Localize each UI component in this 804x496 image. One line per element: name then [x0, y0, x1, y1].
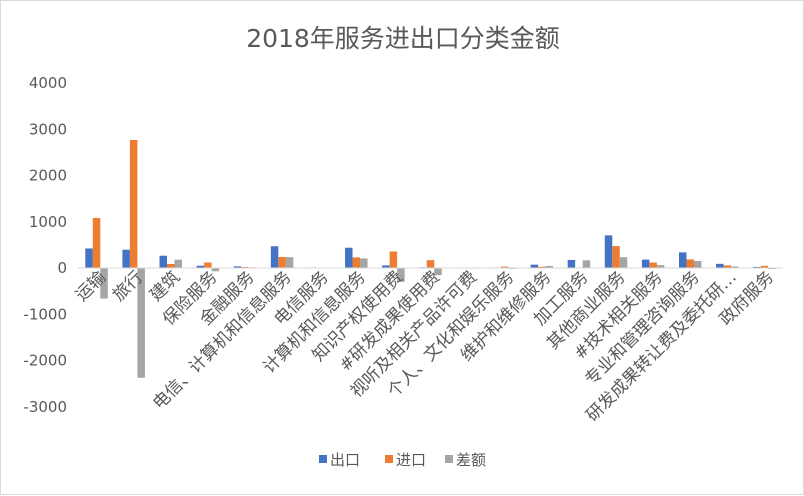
bar-出口-电信、计算机和信息服务 [271, 246, 279, 268]
y-tick-label: -3000 [23, 398, 67, 416]
bar-出口-旅行 [122, 250, 130, 268]
bar-进口-电信、计算机和信息服务 [278, 257, 286, 268]
bar-进口-运输 [93, 218, 101, 268]
legend: 出口 进口 差额 [319, 451, 486, 469]
y-tick-label: 2000 [29, 167, 67, 185]
legend-label: 进口 [396, 451, 426, 469]
y-tick-label: 0 [57, 259, 67, 277]
chart-title: 2018年服务进出口分类金额 [246, 24, 560, 53]
x-axis: 运输旅行建筑保险服务金融服务电信、计算机和信息服务电信服务计算机和信息服务知识产… [72, 267, 778, 426]
bar-差额-电信、计算机和信息服务 [286, 257, 294, 268]
bar-出口-研发成果转让费及委托研… [716, 264, 724, 268]
bar-进口-专业和管理咨询服务 [686, 259, 694, 268]
bar-出口-专业和管理咨询服务 [679, 252, 687, 268]
bar-进口-旅行 [130, 140, 138, 268]
y-tick-label: 1000 [29, 213, 67, 231]
bar-差额-建筑 [175, 260, 183, 268]
bar-出口-建筑 [160, 256, 168, 268]
legend-label: 出口 [330, 451, 360, 469]
bar-出口-运输 [85, 248, 93, 268]
bar-出口-加工服务 [568, 260, 576, 268]
legend-swatch-进口 [385, 455, 393, 463]
y-tick-label: 4000 [29, 74, 67, 92]
bar-进口-#研发成果使用费 [427, 260, 435, 268]
bar-差额-专业和管理咨询服务 [694, 261, 702, 268]
y-tick-label: -2000 [23, 352, 67, 370]
bar-出口-计算机和信息服务 [345, 248, 353, 268]
bar-差额-加工服务 [583, 260, 591, 268]
legend-swatch-出口 [319, 455, 327, 463]
y-axis: 4000 3000 2000 1000 0 -1000 -2000 -3000 [23, 74, 67, 416]
legend-swatch-差额 [445, 455, 453, 463]
bar-出口-#技术相关服务 [642, 260, 650, 268]
bar-进口-建筑 [167, 264, 175, 268]
bar-进口-知识产权使用费 [390, 252, 398, 268]
bar-差额-计算机和信息服务 [360, 258, 368, 268]
y-tick-label: -1000 [23, 305, 67, 323]
bar-差额-其他商业服务 [620, 257, 628, 268]
bar-出口-其他商业服务 [605, 235, 613, 268]
bar-进口-#技术相关服务 [649, 263, 657, 268]
y-tick-label: 3000 [29, 120, 67, 138]
bar-进口-计算机和信息服务 [353, 257, 361, 268]
bar-进口-其他商业服务 [612, 246, 620, 268]
bar-进口-保险服务 [204, 263, 212, 269]
legend-label: 差额 [456, 451, 486, 469]
